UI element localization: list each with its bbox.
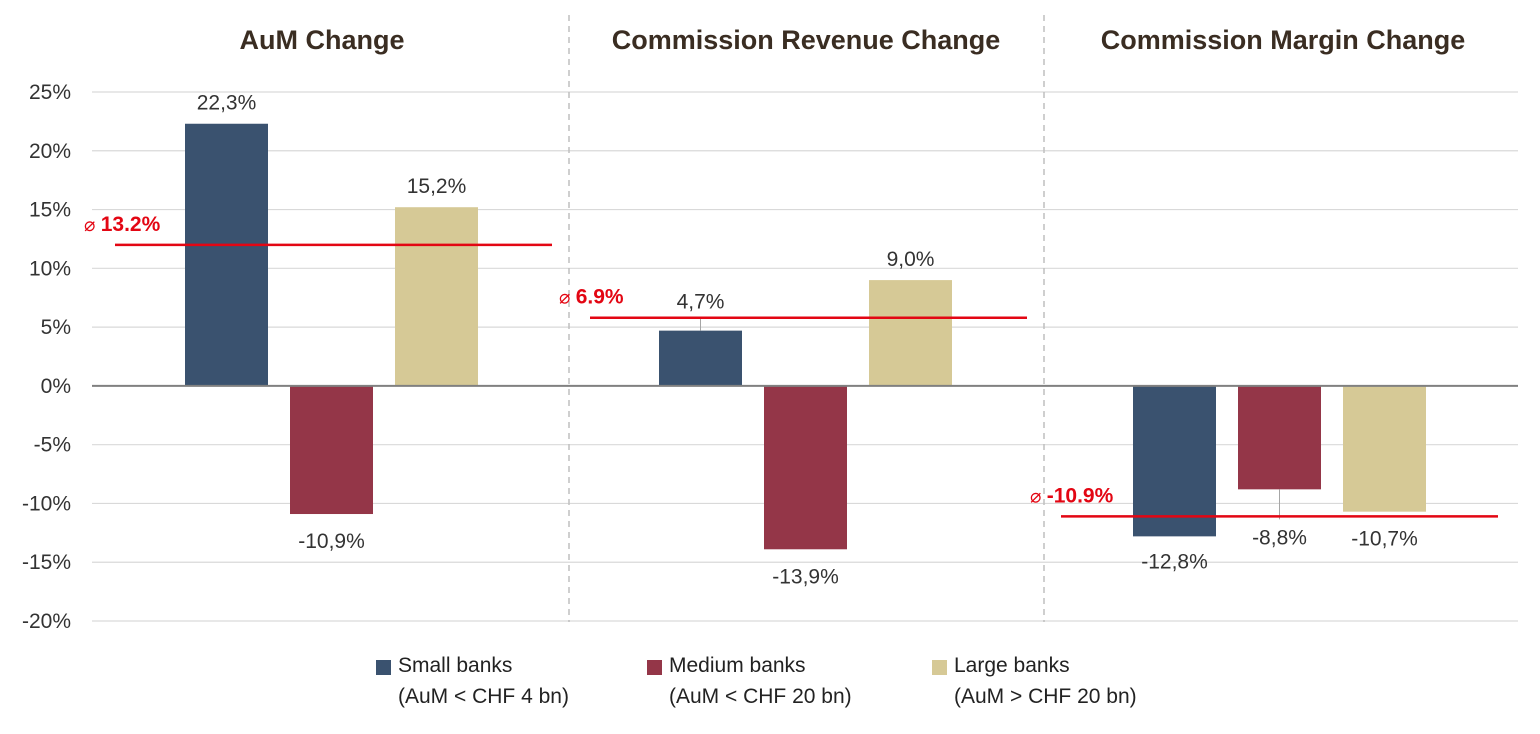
legend-label: Small banks xyxy=(398,654,513,677)
bar xyxy=(659,330,742,386)
panel-title: Commission Margin Change xyxy=(1101,25,1466,55)
data-label: 22,3% xyxy=(197,92,257,115)
data-label: -10,9% xyxy=(298,530,365,553)
legend-swatch-medium-banks xyxy=(647,660,662,675)
average-label: ⌀ 6.9% xyxy=(559,286,624,309)
y-tick-label: 5% xyxy=(41,316,71,339)
y-tick-label: -15% xyxy=(22,551,71,574)
bar xyxy=(869,280,952,386)
y-tick-label: 20% xyxy=(29,140,71,163)
legend-detail: (AuM < CHF 4 bn) xyxy=(398,685,569,708)
data-label: 9,0% xyxy=(887,248,935,271)
bar xyxy=(764,385,847,550)
data-label: 15,2% xyxy=(407,175,467,198)
data-label: 4,7% xyxy=(677,291,725,314)
y-tick-label: -20% xyxy=(22,610,71,633)
legend-swatch-small-banks xyxy=(376,660,391,675)
y-tick-label: 15% xyxy=(29,199,71,222)
legend-detail: (AuM < CHF 20 bn) xyxy=(669,685,852,708)
y-tick-label: 0% xyxy=(41,375,71,398)
bar xyxy=(1238,385,1321,490)
y-tick-label: -10% xyxy=(22,492,71,515)
data-label: -13,9% xyxy=(772,565,839,588)
average-label: ⌀ -10.9% xyxy=(1030,484,1114,507)
legend-item-large-banks: Large banks (AuM > CHF 20 bn) xyxy=(932,650,1137,712)
bar xyxy=(395,207,478,386)
data-label: -12,8% xyxy=(1141,550,1208,573)
bar xyxy=(1343,385,1426,512)
panel-title: AuM Change xyxy=(240,25,405,55)
y-tick-label: -5% xyxy=(34,434,71,457)
y-tick-label: 10% xyxy=(29,257,71,280)
panel-title: Commission Revenue Change xyxy=(612,25,1001,55)
legend: Small banks (AuM < CHF 4 bn) Medium bank… xyxy=(0,650,1540,734)
data-label: -8,8% xyxy=(1252,526,1307,549)
legend-label: Large banks xyxy=(954,654,1070,677)
bar xyxy=(1133,385,1216,537)
legend-item-small-banks: Small banks (AuM < CHF 4 bn) xyxy=(376,650,569,712)
legend-item-medium-banks: Medium banks (AuM < CHF 20 bn) xyxy=(647,650,852,712)
bar xyxy=(185,123,268,386)
data-label: -10,7% xyxy=(1351,528,1418,551)
bar xyxy=(290,385,373,515)
legend-detail: (AuM > CHF 20 bn) xyxy=(954,685,1137,708)
legend-swatch-large-banks xyxy=(932,660,947,675)
y-tick-label: 25% xyxy=(29,81,71,104)
legend-label: Medium banks xyxy=(669,654,806,677)
chart: 25% 20% 15% 10% 5% 0% -5% -10% -15% -20% AuM Chang… xyxy=(22,15,1518,633)
average-label: ⌀ 13.2% xyxy=(84,213,161,236)
